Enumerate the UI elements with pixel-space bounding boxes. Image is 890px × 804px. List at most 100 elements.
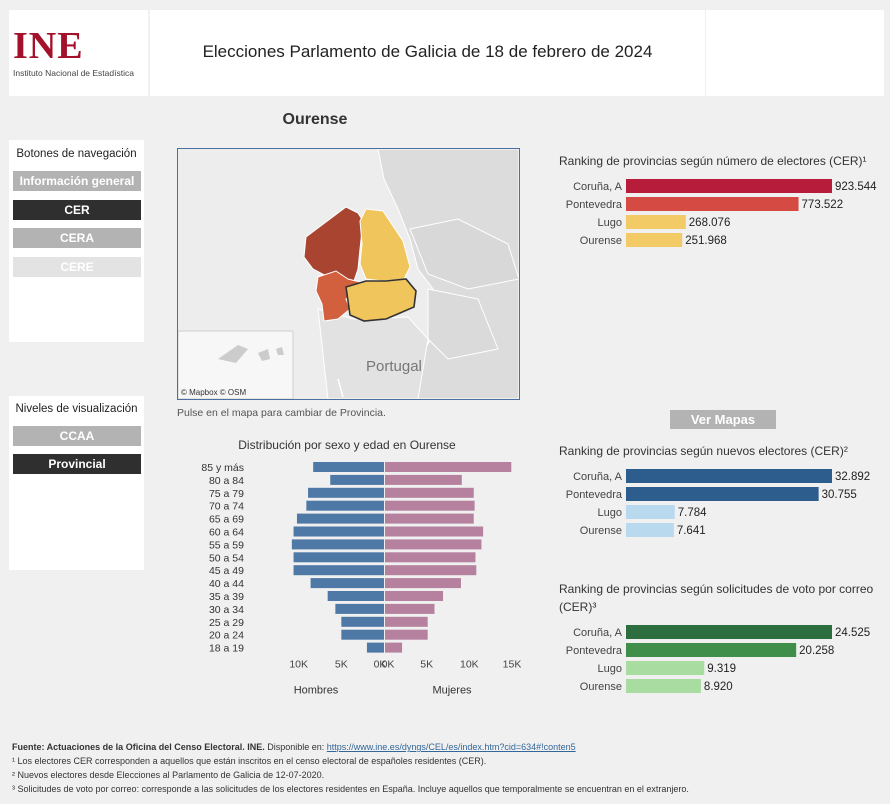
footer-note-1: ¹ Los electores CER corresponden a aquel…: [12, 756, 487, 766]
ine-logo[interactable]: INE: [13, 25, 84, 67]
footer-source-label: Fuente: Actuaciones de la Oficina del Ce…: [12, 742, 265, 752]
map-label-portugal: Portugal: [366, 358, 422, 375]
ranking-bar: [626, 469, 832, 483]
ranking-cer-title: Ranking de provincias según número de el…: [559, 154, 867, 168]
map-hint: Pulse en el mapa para cambiar de Provinc…: [177, 407, 386, 419]
ranking-category-label: Pontevedra: [566, 199, 623, 211]
ranking-category-label: Coruña, A: [573, 627, 623, 639]
pyramid-bar-mujeres: [385, 565, 477, 576]
pyramid-bar-hombres: [341, 629, 384, 640]
ranking-bar: [626, 197, 799, 211]
ranking-nuevos-title: Ranking de provincias según nuevos elect…: [559, 444, 848, 458]
pyramid-bar-hombres: [366, 642, 384, 653]
pyramid-age-label: 85 y más: [201, 462, 244, 474]
levels-heading: Niveles de visualización: [15, 403, 138, 415]
pyramid-bar-mujeres: [385, 487, 474, 498]
ranking-category-label: Pontevedra: [566, 489, 623, 501]
province-title: Ourense: [282, 111, 348, 128]
pyramid-bar-mujeres: [385, 578, 461, 589]
pyramid-age-label: 18 a 19: [209, 643, 244, 655]
pyramid-bar-mujeres: [385, 642, 403, 653]
footer-source-link[interactable]: https://www.ine.es/dyngs/CEL/es/index.ht…: [326, 742, 576, 752]
pyramid-tick-right: 10K: [460, 659, 479, 671]
ranking-bar: [626, 487, 819, 501]
footer-note-2: ² Nuevos electores desde Elecciones al P…: [12, 770, 325, 780]
ranking-bar: [626, 179, 832, 193]
pyramid-tick-left: 5K: [335, 659, 348, 671]
footer-note-3: ³ Solicitudes de voto por correo: corres…: [12, 784, 689, 794]
ranking-cer-chart: Coruña, A 923.544 Pontevedra 773.522 Lugo 268…: [566, 179, 877, 247]
pyramid-age-label: 35 a 39: [209, 591, 244, 603]
ranking-value-label: 24.525: [835, 627, 870, 639]
level-button-provincial[interactable]: Provincial: [13, 454, 141, 474]
pyramid-legend-hombres: Hombres: [294, 685, 339, 697]
pyramid-bar-hombres: [310, 578, 384, 589]
header-title-panel: Elecciones Parlamento de Galicia de 18 d…: [150, 10, 705, 96]
ranking-category-label: Lugo: [598, 217, 622, 229]
levels-panel: Niveles de visualización CCAA Provincial: [9, 396, 144, 570]
pyramid-age-label: 55 a 59: [209, 539, 244, 551]
pyramid-bar-hombres: [313, 462, 384, 472]
ranking-value-label: 773.522: [802, 199, 844, 211]
pyramid-bar-mujeres: [385, 474, 462, 485]
ranking-value-label: 268.076: [689, 217, 731, 229]
ine-logo-subtitle: Instituto Nacional de Estadística: [13, 68, 134, 78]
pyramid-bar-mujeres: [385, 603, 435, 614]
pyramid-bar-mujeres: [385, 591, 444, 601]
ranking-category-label: Lugo: [598, 663, 622, 675]
pyramid-age-label: 50 a 54: [209, 552, 244, 564]
ranking-bar: [626, 505, 675, 519]
map-region-asturias[interactable]: [409, 218, 519, 290]
ranking-value-label: 7.784: [678, 507, 707, 519]
ranking-bar: [626, 661, 705, 675]
nav-button-cere[interactable]: CERE: [13, 257, 141, 277]
map-province-ourense[interactable]: [345, 278, 417, 322]
ranking-category-label: Ourense: [580, 681, 622, 693]
ranking-value-label: 20.258: [799, 645, 834, 657]
map-region-castilla[interactable]: [427, 288, 499, 360]
ranking-value-label: 8.920: [704, 681, 733, 693]
province-map[interactable]: Portugal © Mapbox © OSM: [177, 148, 520, 400]
pyramid-age-label: 40 a 44: [209, 578, 244, 590]
nav-button-cer[interactable]: CER: [13, 200, 141, 220]
pyramid-bar-hombres: [327, 591, 384, 601]
pyramid-bar-mujeres: [385, 526, 484, 537]
ranking-nuevos-chart: Coruña, A 32.892 Pontevedra 30.755 Lugo 7.784…: [566, 469, 870, 537]
ranking-bar: [626, 233, 683, 247]
nav-button-cera[interactable]: CERA: [13, 228, 141, 248]
pyramid-bar-hombres: [341, 616, 384, 627]
nav-heading: Botones de navegación: [16, 148, 137, 160]
pyramid-bar-hombres: [296, 513, 384, 524]
nav-button-informacion-general[interactable]: Información general: [13, 171, 141, 191]
pyramid-age-label: 45 a 49: [209, 565, 244, 577]
pyramid-bar-hombres: [291, 539, 384, 550]
ranking-category-label: Ourense: [580, 235, 622, 247]
pyramid-age-label: 65 a 69: [209, 514, 244, 526]
pyramid-tick-left: 10K: [289, 659, 308, 671]
map-attribution: © Mapbox © OSM: [181, 388, 246, 397]
pyramid-bar-mujeres: [385, 513, 474, 524]
ver-mapas-button[interactable]: Ver Mapas: [670, 410, 776, 429]
ranking-correo-chart: Coruña, A 24.525 Pontevedra 20.258 Lugo 9.319…: [566, 625, 870, 693]
ranking-value-label: 7.641: [677, 525, 706, 537]
ranking-category-label: Lugo: [598, 507, 622, 519]
pyramid-bar-mujeres: [385, 629, 428, 640]
header-logo-panel: INE Instituto Nacional de Estadística: [9, 10, 148, 96]
ranking-bar: [626, 523, 674, 537]
pyramid-bar-hombres: [293, 552, 384, 563]
map-svg[interactable]: Portugal © Mapbox © OSM: [178, 149, 519, 399]
pyramid-tick-right: 5K: [420, 659, 433, 671]
pyramid-bar-mujeres: [385, 552, 476, 563]
ranking-category-label: Ourense: [580, 525, 622, 537]
level-button-ccaa[interactable]: CCAA: [13, 426, 141, 446]
pyramid-age-label: 30 a 34: [209, 604, 244, 616]
pyramid-age-label: 60 a 64: [209, 527, 244, 539]
header-right-panel: [706, 10, 884, 96]
ranking-category-label: Coruña, A: [573, 471, 623, 483]
pyramid-bar-mujeres: [385, 616, 428, 627]
ranking-bar: [626, 643, 797, 657]
pyramid-tick-right: 0K: [382, 659, 395, 671]
pyramid-title: Distribución por sexo y edad en Ourense: [238, 438, 456, 452]
ranking-value-label: 32.892: [835, 471, 870, 483]
footer-source-text: Disponible en:: [264, 742, 327, 752]
